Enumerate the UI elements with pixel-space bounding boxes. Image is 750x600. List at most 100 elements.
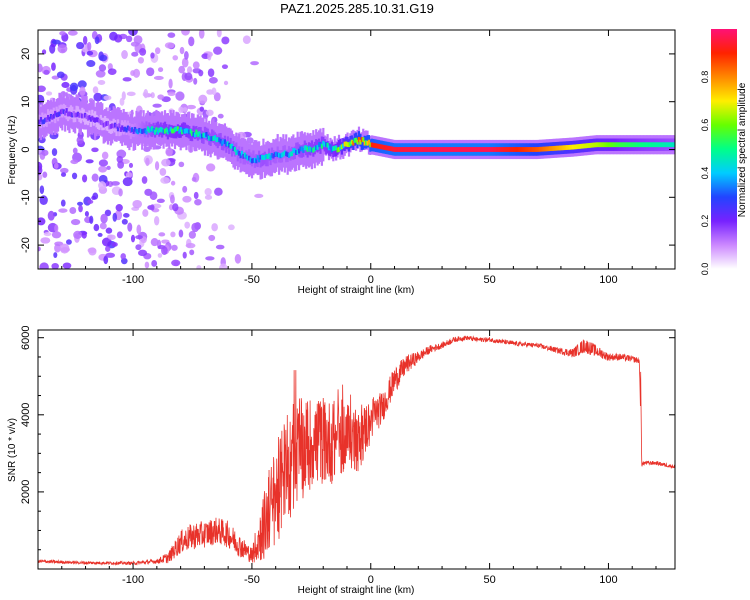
ridge-core (135, 128, 138, 134)
ridge-core (289, 151, 292, 157)
ridge-band (123, 120, 127, 133)
noise-blob (159, 167, 167, 176)
ridge-core (327, 145, 331, 151)
ridge-core (621, 142, 624, 148)
noise-blob (112, 212, 118, 222)
ridge-core (417, 147, 420, 152)
ridge-core (427, 147, 430, 152)
y-tick-label: 2000 (20, 480, 32, 504)
x-tick-label: -100 (122, 574, 144, 586)
x-tick-label: 50 (483, 274, 495, 286)
noise-blob (192, 61, 200, 69)
ridge-core (514, 147, 517, 152)
noise-blob (47, 210, 55, 221)
ridge-core (186, 128, 189, 134)
ridge-core (125, 127, 128, 133)
ridge-core (574, 144, 577, 150)
ridge-core (286, 152, 289, 158)
noise-blob (182, 185, 188, 193)
noise-blob (86, 50, 94, 56)
ridge-core (41, 119, 44, 125)
ridge-core (633, 142, 636, 148)
ridge-core (453, 147, 456, 152)
ridge-core (667, 142, 670, 148)
ridge-core (588, 142, 592, 148)
ridge-band (183, 122, 187, 136)
noise-blob (98, 64, 107, 72)
ridge-core (280, 152, 284, 158)
ridge-core (616, 142, 619, 148)
ridge-core (242, 153, 245, 159)
colorbar-tick-label: 0.6 (700, 119, 710, 132)
ridge-core (342, 143, 345, 149)
noise-blob (53, 162, 59, 169)
ridge-core (655, 142, 659, 148)
ridge-halo (320, 132, 323, 166)
ridge-core (360, 137, 363, 142)
ridge-band (163, 121, 167, 135)
ridge-core (627, 142, 630, 148)
noise-blob (121, 218, 128, 225)
ridge-core (75, 112, 78, 118)
noise-blob (65, 239, 72, 245)
ridge-core (139, 128, 142, 134)
ridge-core (310, 147, 314, 153)
noise-blob (157, 253, 163, 258)
ridge-core (668, 142, 671, 148)
ridge-core (521, 147, 525, 152)
ridge-core (340, 144, 343, 150)
ridge-band (175, 125, 178, 139)
ridge-core (382, 144, 385, 150)
noise-blob (184, 72, 193, 81)
noise-blob (70, 159, 79, 165)
x-tick-label: 100 (599, 574, 617, 586)
noise-blob (125, 171, 133, 178)
noise-blob (228, 224, 235, 231)
ridge-core (319, 141, 322, 147)
noise-blob (208, 234, 216, 242)
ridge-band (210, 129, 214, 142)
noise-blob (93, 92, 103, 102)
noise-blob (156, 198, 165, 204)
ridge-core (449, 147, 452, 152)
ridge-core (413, 147, 416, 152)
ridge-band (116, 119, 120, 132)
ridge-core (266, 154, 269, 160)
ridge-core (389, 146, 392, 152)
y-tick-label: 20 (20, 48, 32, 60)
ridge-core (625, 142, 629, 148)
ridge-core (246, 155, 249, 161)
noise-blob (81, 231, 87, 239)
ridge-core (406, 147, 409, 152)
ridge-core (106, 120, 110, 126)
noise-blob (145, 157, 150, 167)
noise-blob (118, 188, 123, 197)
ridge-core (460, 147, 463, 152)
ridge-core (209, 136, 212, 142)
noise-blob (45, 91, 53, 96)
ridge-core (192, 132, 195, 137)
ridge-core (657, 142, 660, 148)
spectrogram-marks (38, 30, 675, 269)
ridge-core (578, 144, 582, 149)
noise-blob (137, 249, 148, 257)
ridge-band (252, 150, 255, 163)
colorbar: 0.0 0.2 0.4 0.6 0.8 Normalized spectral ampl… (700, 29, 748, 275)
ridge-core (540, 146, 543, 152)
ridge-core (510, 147, 513, 152)
noise-blob (208, 77, 218, 84)
ridge-core (337, 147, 341, 152)
ridge-core (543, 146, 546, 152)
noise-blob (103, 255, 109, 265)
ridge-core (467, 147, 470, 152)
ridge-core (296, 149, 299, 155)
ridge-core (474, 147, 478, 152)
ridge-band (162, 122, 165, 136)
ridge-core (516, 147, 519, 152)
noise-blob (54, 224, 59, 233)
noise-blob (82, 174, 88, 183)
ridge-band (292, 147, 295, 160)
noise-blob (92, 86, 99, 94)
ridge-core (335, 145, 338, 151)
ridge-core (363, 140, 366, 146)
